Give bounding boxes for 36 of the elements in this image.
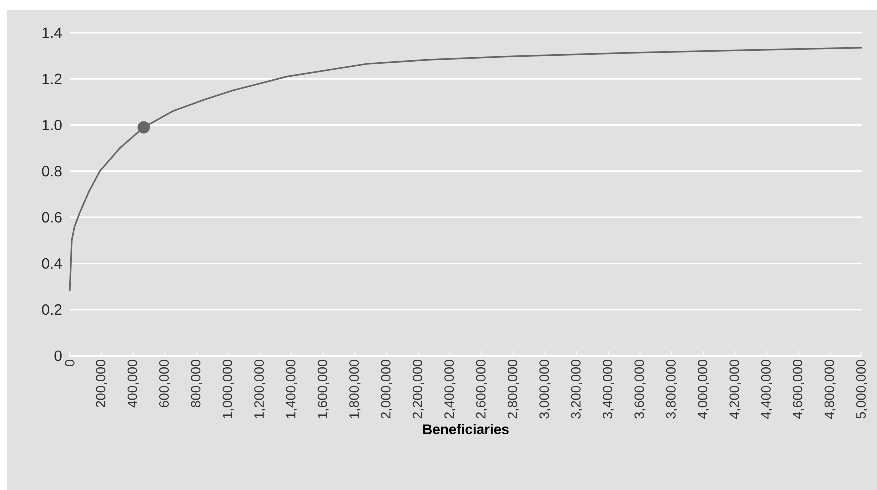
x-tick-label: 2,800,000 [508,360,520,419]
x-axis-title: Beneficiaries [424,424,509,434]
y-tick-label: 1.0 [42,120,62,131]
y-tick-label: 0.6 [42,212,62,223]
x-tick-label: 1,800,000 [350,360,361,418]
x-tick-label: 4,600,000 [793,360,804,420]
x-tick-label: 400,000 [128,360,139,408]
x-tick-label: 4,400,000 [761,360,773,420]
x-tick-label: 3,600,000 [634,360,646,419]
x-tick-label: 1,000,000 [222,360,234,418]
x-tick-label: 2,600,000 [476,360,488,419]
x-tick-label: 200,000 [96,360,108,408]
x-tick-label: 3,800,000 [666,360,678,419]
x-tick-label: 2,000,000 [381,360,392,419]
x-tick-label: 600,000 [159,360,171,408]
y-tick-label: 0 [54,350,62,362]
x-tick-label: 800,000 [191,360,202,408]
y-tick-label: 1.4 [42,28,62,38]
x-tick-label: 2,400,000 [444,360,456,419]
x-tick-label: 0 [65,360,75,366]
x-tick-label: 3,200,000 [571,360,582,419]
x-tick-label: 1,400,000 [286,360,298,418]
x-tick-label: 4,200,000 [730,360,741,420]
x-tick-label: 5,000,000 [856,360,868,419]
x-tick-label: 4,800,000 [824,360,836,420]
y-tick-label: 0.2 [42,304,62,316]
y-tick-label: 1.2 [42,74,62,84]
x-tick-label: 4,000,000 [698,360,710,420]
y-tick-label: 0.4 [42,258,62,269]
x-tick-label: 2,200,000 [412,360,424,419]
x-tick-label: 3,000,000 [540,360,551,419]
x-tick-label: 1,600,000 [318,360,330,418]
x-tick-label: 3,400,000 [603,360,614,419]
y-tick-label: 0.8 [42,166,62,177]
line-series [69,47,863,292]
x-tick-label: 1,200,000 [254,360,266,418]
